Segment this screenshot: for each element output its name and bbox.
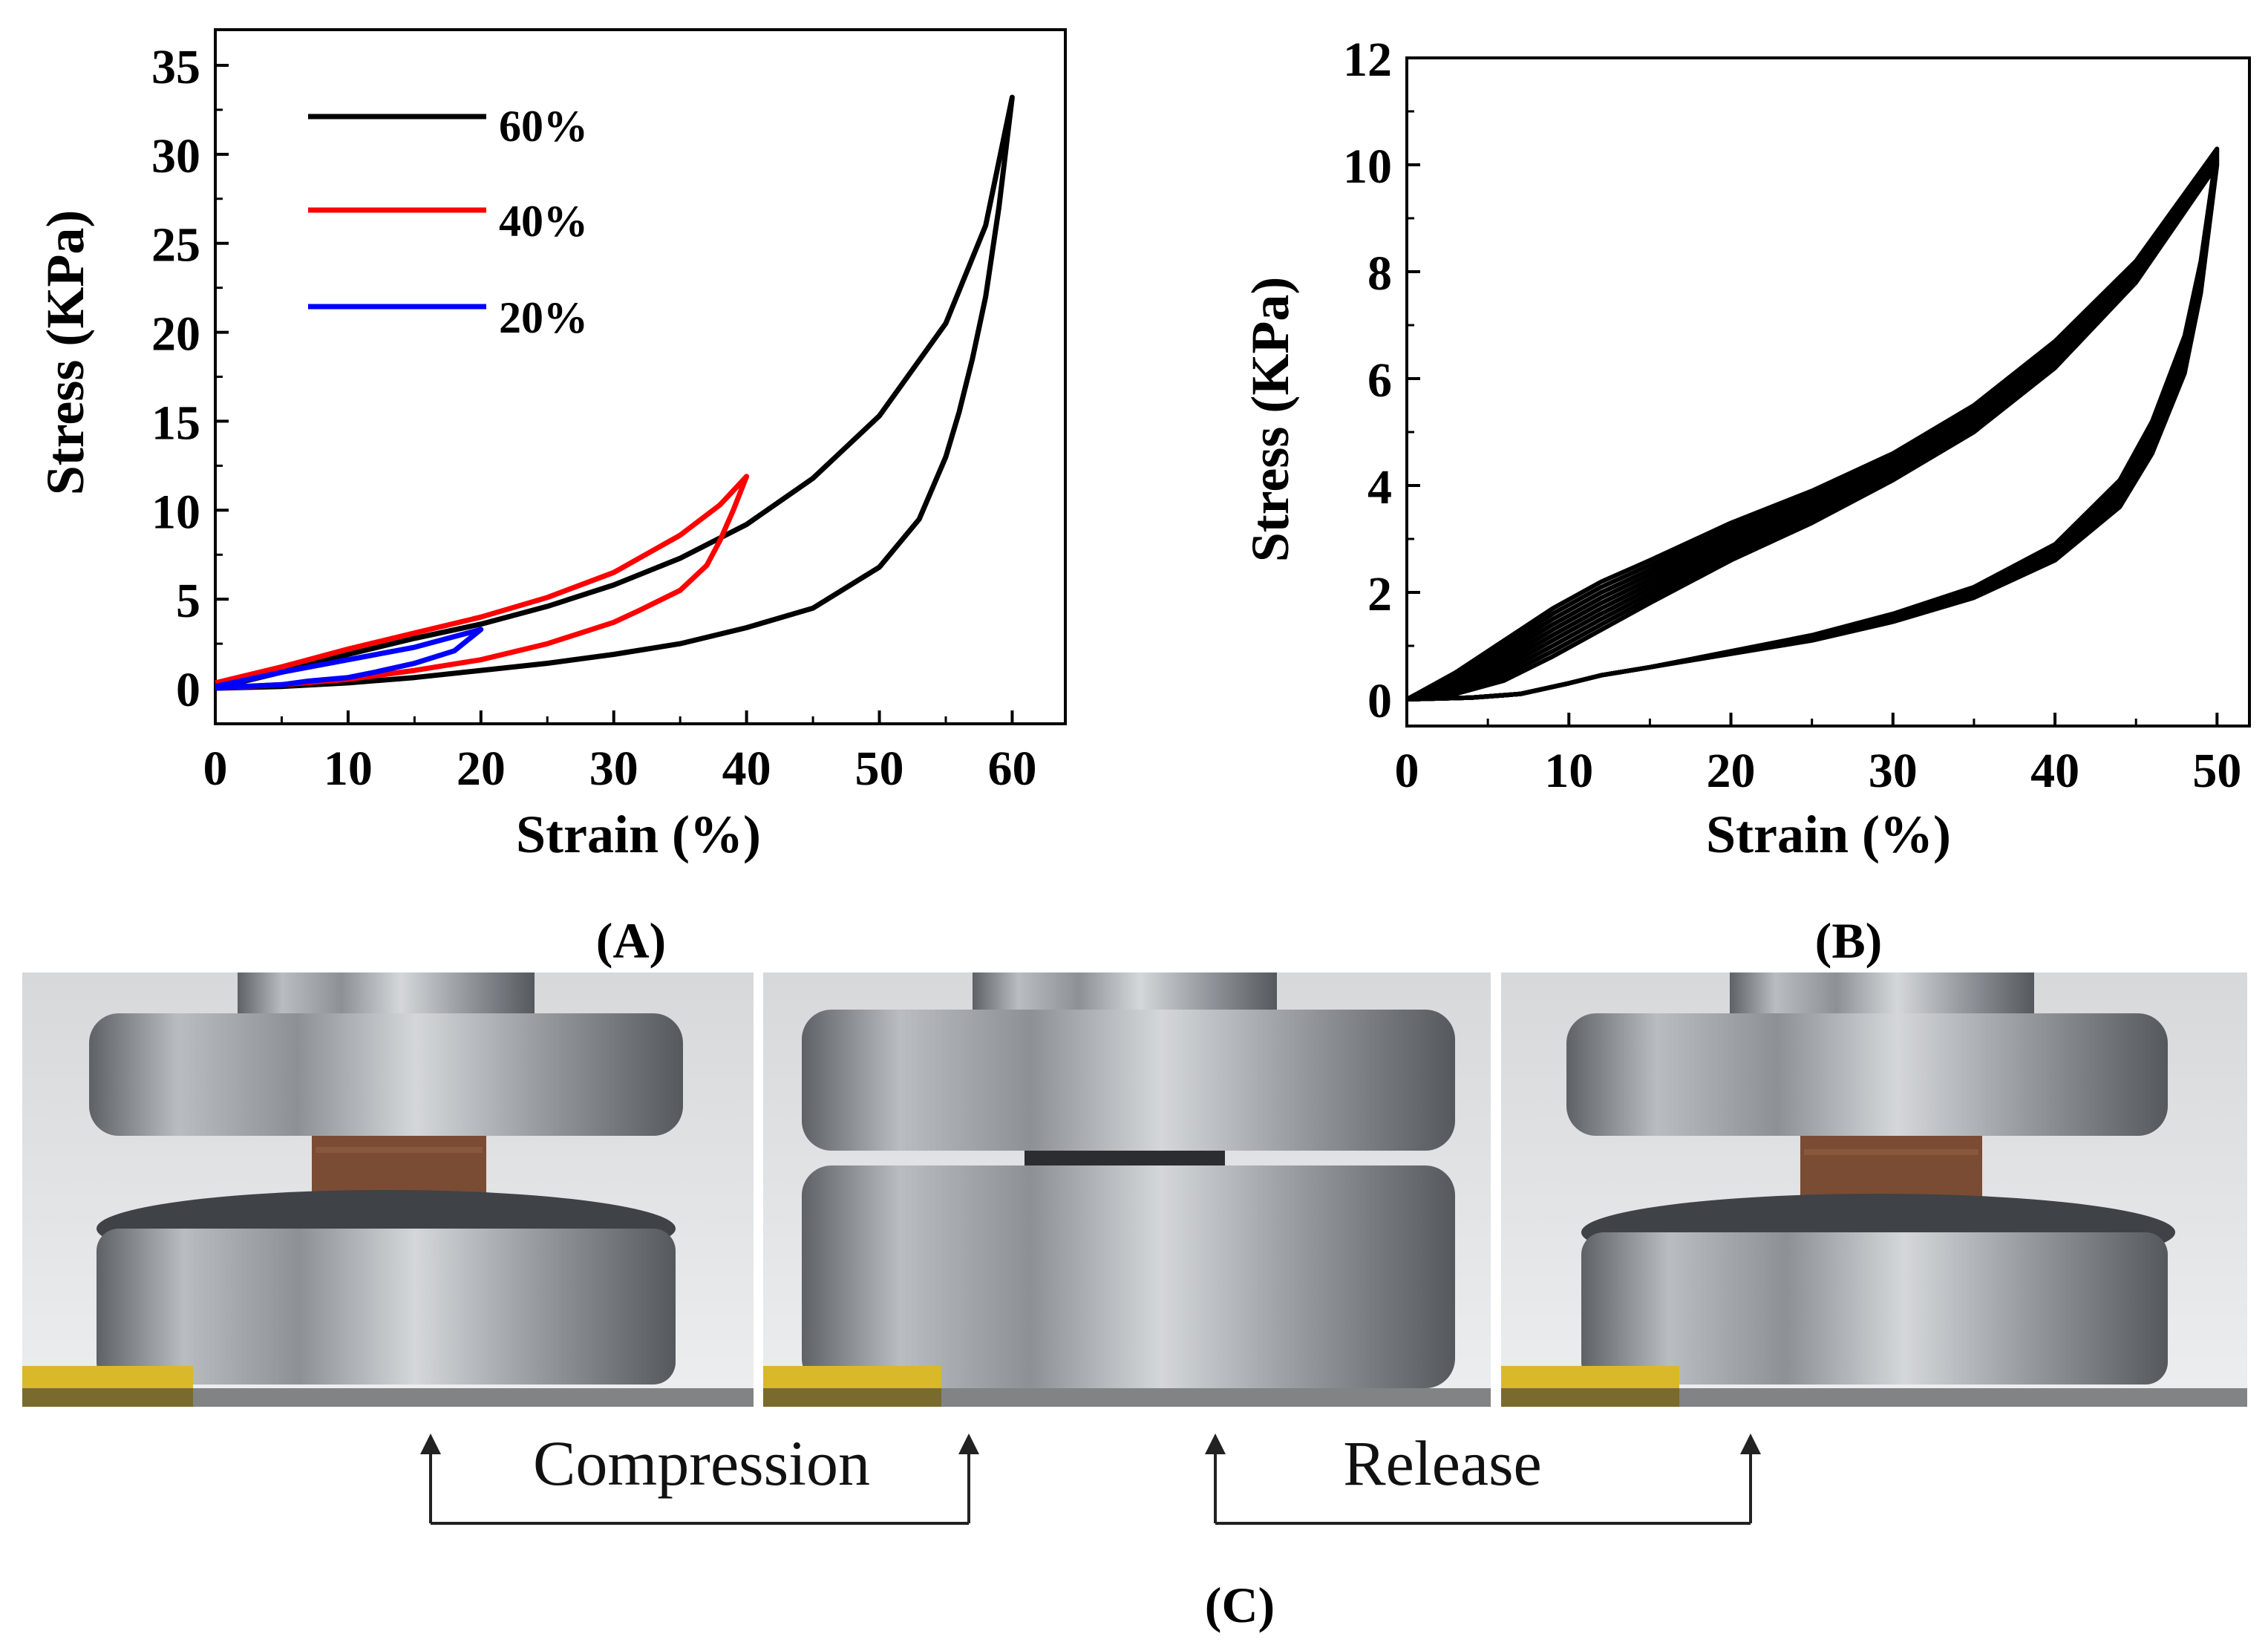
- chart-b-x-tick-label: 10: [1544, 744, 1593, 798]
- chart-b-cycle-3-loop: [1405, 150, 2220, 702]
- chart-a-x-tick-label: 10: [324, 742, 373, 796]
- photo-frame-released: [1501, 972, 2247, 1407]
- chart-b-cycle-7-loop: [1406, 157, 2220, 702]
- chart-b-cycle-9-loop: [1406, 160, 2220, 702]
- chart-b-ticks: 0 10 20 30 40 50 0 2 4 6 8 10 12: [1343, 33, 2241, 798]
- chart-a-ticks: 0 10 20 30 40 50 60 0 5 10 15 20 25 30 35: [151, 40, 1036, 796]
- chart-b-cycle-10-loop: [1406, 163, 2220, 702]
- caption-release: Release: [1343, 1428, 1541, 1499]
- chart-b-x-tick-label: 20: [1707, 744, 1756, 798]
- legend-label-60: 60%: [499, 102, 588, 151]
- panel-label-c: (C): [1205, 1577, 1275, 1633]
- chart-a-y-axis-title: Stress (KPa): [36, 210, 95, 496]
- chart-b-cycle-2-loop: [1405, 148, 2220, 702]
- chart-a-legend: 60% 40% 20%: [308, 102, 588, 342]
- chart-a-y-tick-label: 20: [151, 307, 200, 362]
- legend-label-40: 40%: [499, 197, 588, 246]
- chart-a-y-tick-label: 30: [151, 129, 200, 183]
- chart-b-y-axis-title: Stress (KPa): [1241, 277, 1300, 563]
- chart-b-x-axis-title: Strain (%): [1706, 805, 1951, 864]
- chart-b: 0 10 20 30 40 50 0 2 4 6 8 10 12 Strain (%) Stress (…: [1241, 33, 2251, 969]
- chart-a-series-20-loop: [215, 627, 484, 691]
- chart-b-series: [1405, 146, 2220, 702]
- panel-label-a: (A): [596, 912, 666, 969]
- chart-a-y-tick-label: 0: [176, 663, 200, 717]
- chart-a-y-tick-label: 15: [151, 396, 200, 450]
- chart-b-cycle-8-loop: [1406, 159, 2220, 702]
- chart-a-x-tick-label: 60: [987, 742, 1036, 796]
- chart-a-x-tick-label: 40: [722, 742, 771, 796]
- chart-a-series-60-loop: [215, 94, 1015, 691]
- chart-a-y-tick-label: 25: [151, 218, 200, 272]
- chart-b-x-tick-label: 0: [1395, 744, 1419, 798]
- photo-strip: Compression Release (C): [22, 972, 2247, 1633]
- photo-frame-uncompressed: [22, 972, 754, 1407]
- chart-b-y-tick-label: 12: [1343, 33, 1392, 87]
- chart-b-x-tick-label: 50: [2192, 744, 2241, 798]
- chart-b-y-tick-label: 0: [1367, 674, 1392, 728]
- chart-a-x-tick-label: 30: [589, 742, 638, 796]
- chart-a-series: [215, 94, 1015, 691]
- chart-b-cycle-6-loop: [1406, 155, 2220, 702]
- chart-a-y-tick-label: 5: [176, 574, 200, 628]
- chart-b-y-tick-label: 8: [1367, 246, 1392, 301]
- chart-b-x-tick-label: 40: [2030, 744, 2079, 798]
- chart-a-x-tick-label: 0: [203, 742, 228, 796]
- legend-label-20: 20%: [499, 293, 588, 342]
- release-bracket: [1205, 1433, 1761, 1525]
- chart-a-frame: [214, 28, 1067, 725]
- chart-a-x-tick-label: 50: [855, 742, 904, 796]
- chart-a-series-40-loop: [215, 474, 750, 691]
- photo-frame-compressed: [763, 972, 1491, 1407]
- chart-b-y-tick-label: 6: [1367, 353, 1392, 408]
- panel-label-b: (B): [1815, 912, 1883, 969]
- compression-bracket: [420, 1433, 979, 1525]
- chart-b-frame: [1405, 56, 2251, 728]
- chart-a-x-tick-label: 20: [457, 742, 506, 796]
- chart-b-x-tick-label: 30: [1869, 744, 1918, 798]
- chart-b-cycle-1-loop: [1405, 146, 2220, 702]
- chart-a-x-axis-title: Strain (%): [516, 805, 761, 864]
- chart-b-cycle-5-loop: [1405, 154, 2220, 702]
- caption-compression: Compression: [533, 1428, 870, 1499]
- chart-a-y-tick-label: 10: [151, 485, 200, 539]
- chart-b-y-tick-label: 2: [1367, 567, 1392, 621]
- chart-a-y-tick-label: 35: [151, 40, 200, 94]
- chart-b-y-tick-label: 4: [1367, 460, 1392, 514]
- chart-b-y-tick-label: 10: [1343, 140, 1392, 194]
- chart-b-cycle-4-loop: [1405, 151, 2220, 702]
